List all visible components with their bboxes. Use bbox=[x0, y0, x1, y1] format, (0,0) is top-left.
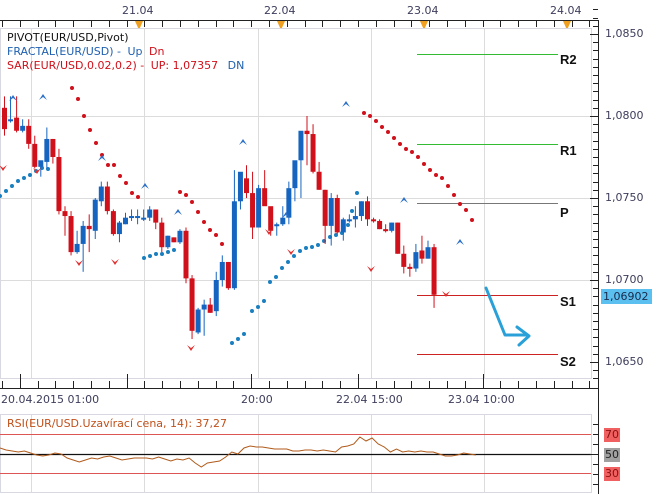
legend-sar[interactable]: SAR(EUR/USD,0.02,0.2) - UP: 1,07357 DN bbox=[7, 59, 244, 73]
rsi-tag-70: 70 bbox=[604, 428, 620, 442]
pivot-label-s1: S1 bbox=[560, 294, 576, 309]
price-tick-label: 1,0800 bbox=[605, 109, 644, 122]
legend-sar-name: SAR(EUR/USD,0.02,0.2) - bbox=[7, 59, 145, 72]
legend-sar-dn: DN bbox=[227, 59, 245, 72]
projection-arrow bbox=[484, 286, 531, 347]
pivot-label-s2: S2 bbox=[560, 354, 576, 369]
top-time-axis bbox=[0, 20, 599, 494]
pivot-label-r1: R1 bbox=[560, 143, 577, 158]
price-tick-label: 1,0750 bbox=[605, 191, 644, 204]
price-tick-label: 1,0700 bbox=[605, 273, 644, 286]
top-date-label: 22.04 bbox=[264, 4, 296, 17]
legend-pivot[interactable]: PIVOT(EUR/USD,Pivot) bbox=[7, 31, 129, 44]
bottom-time-label: 20:00 bbox=[241, 393, 273, 406]
bottom-time-axis bbox=[0, 374, 598, 389]
rsi-axis bbox=[590, 424, 598, 485]
bottom-time-label: 23.04 10:00 bbox=[448, 393, 515, 406]
price-tick-label: 1,0650 bbox=[605, 355, 644, 368]
pivot-label-r2: R2 bbox=[560, 52, 577, 67]
rsi-tag-30: 30 bbox=[604, 467, 620, 481]
price-tick-label: 1,0850 bbox=[605, 27, 644, 40]
legend-fractal-name: FRACTAL(EUR/USD) - bbox=[7, 45, 121, 58]
legend-fractal-up: Up bbox=[127, 45, 143, 58]
top-date-label: 21.04 bbox=[122, 4, 154, 17]
top-date-label: 23.04 bbox=[407, 4, 439, 17]
pivot-lines bbox=[417, 54, 558, 355]
price-axis bbox=[590, 9, 598, 379]
rsi-line bbox=[0, 436, 476, 468]
fractal-markers bbox=[0, 94, 464, 351]
rsi-tag-50: 50 bbox=[604, 448, 620, 462]
rsi-title[interactable]: RSI(EUR/USD.Uzavírací cena, 14): 37,27 bbox=[7, 417, 228, 430]
top-date-label: 24.04 bbox=[550, 4, 582, 17]
legend-fractal[interactable]: FRACTAL(EUR/USD) - Up Dn bbox=[7, 45, 164, 59]
pivot-label-p: P bbox=[560, 205, 569, 220]
current-price-tag: 1,06902 bbox=[601, 289, 652, 304]
bottom-time-label: 22.04 15:00 bbox=[336, 393, 403, 406]
bottom-time-label: 20.04.2015 01:00 bbox=[1, 393, 100, 406]
rsi-pane[interactable] bbox=[0, 414, 592, 493]
gridlines bbox=[1, 29, 591, 378]
legend-fractal-dn: Dn bbox=[149, 45, 165, 58]
legend-sar-up: UP: 1,07357 bbox=[150, 59, 219, 72]
candlestick-series[interactable] bbox=[2, 96, 437, 340]
